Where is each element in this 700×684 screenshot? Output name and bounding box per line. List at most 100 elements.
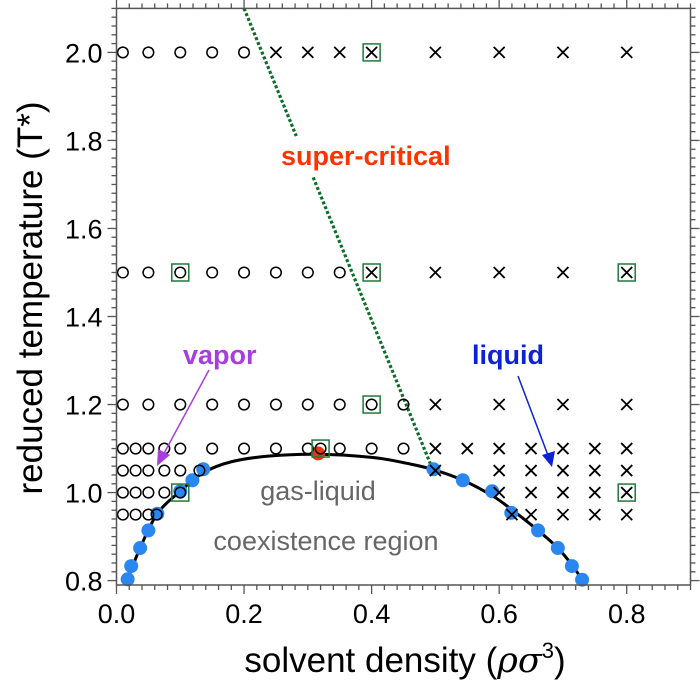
- vapor-arrowhead: [157, 449, 170, 466]
- vapor-state-point: [129, 486, 142, 499]
- x-axis-title-symbol: ρσ: [496, 641, 543, 681]
- region-label-line2: coexistence region: [213, 526, 438, 556]
- vapor-state-point: [116, 46, 129, 59]
- liquid-state-point: [365, 266, 378, 279]
- x-tick-label: 0.8: [608, 599, 646, 629]
- highlight-box: [617, 483, 636, 502]
- x-tick-label: 0.6: [480, 599, 518, 629]
- vapor-state-point: [142, 442, 155, 455]
- highlight-box: [617, 263, 636, 282]
- vapor-state-point: [174, 266, 187, 279]
- vapor-state-point: [174, 398, 187, 411]
- liquid-state-point: [365, 46, 378, 59]
- vapor-state-point: [193, 464, 206, 477]
- y-tick-label: 1.0: [65, 479, 103, 509]
- vapor-state-point: [397, 398, 410, 411]
- vapor-state-point: [365, 442, 378, 455]
- x-axis-title-close: ): [554, 641, 566, 680]
- vapor-state-point: [174, 46, 187, 59]
- liquid-state-point: [524, 508, 538, 521]
- binodal-point: [120, 572, 135, 587]
- binodal-point: [485, 484, 500, 499]
- vapor-state-point: [238, 266, 251, 279]
- vapor-state-point: [269, 266, 282, 279]
- vapor-state-point: [301, 398, 314, 411]
- x-axis-title-exponent: 3: [542, 638, 554, 663]
- liquid-state-point: [429, 266, 442, 279]
- x-tick-label: 0.4: [353, 599, 391, 629]
- y-tick-label: 1.6: [65, 214, 103, 244]
- plot-frame: [115, 7, 692, 586]
- region-label-line1: gas-liquid: [260, 476, 376, 506]
- liquid-state-point: [556, 486, 570, 499]
- liquid-state-point: [620, 46, 633, 59]
- binodal-point: [564, 559, 579, 574]
- highlight-box: [171, 263, 190, 282]
- binodal-point: [124, 559, 139, 574]
- highlight-box: [311, 439, 330, 458]
- vapor-state-point: [174, 486, 187, 499]
- vapor-state-point: [238, 398, 251, 411]
- liquid-state-point: [588, 486, 601, 499]
- vapor-state-point: [238, 442, 251, 455]
- x-tick-label: 0.2: [225, 599, 263, 629]
- vapor-state-point: [142, 266, 155, 279]
- liquid-state-point: [524, 442, 538, 455]
- vapor-state-point: [150, 508, 163, 521]
- liquid-state-point: [556, 46, 570, 59]
- liquid-state-point: [493, 486, 506, 499]
- liquid-state-point: [301, 46, 314, 59]
- vapor-state-point: [206, 266, 219, 279]
- highlight-box: [362, 263, 381, 282]
- highlight-box: [171, 483, 190, 502]
- vapor-state-point: [142, 508, 155, 521]
- annotation-vapor: vapor: [183, 340, 257, 370]
- liquid-state-point: [620, 442, 633, 455]
- widom-line-segment: [242, 7, 298, 137]
- vapor-state-point: [142, 46, 155, 59]
- vapor-state-point: [333, 266, 346, 279]
- liquid-state-point: [588, 442, 601, 455]
- y-axis-title: reduced temperature (T*): [11, 102, 50, 495]
- chart-marks: [116, 7, 636, 587]
- liquid-state-point: [461, 442, 474, 455]
- x-tick-label: 0.0: [98, 599, 136, 629]
- liquid-state-point: [269, 46, 283, 59]
- widom-line-segment: [311, 176, 432, 465]
- vapor-state-point: [333, 398, 346, 411]
- vapor-state-point: [333, 442, 346, 455]
- vapor-state-point: [142, 398, 155, 411]
- liquid-state-point: [620, 266, 633, 279]
- binodal-point: [531, 523, 546, 538]
- annotation-liquid: liquid: [472, 340, 544, 370]
- vapor-state-point: [301, 442, 314, 455]
- liquid-state-point: [556, 442, 570, 455]
- vapor-state-point: [206, 442, 219, 455]
- liquid-state-point: [493, 442, 506, 455]
- vapor-state-point: [269, 398, 282, 411]
- liquid-state-point: [588, 508, 601, 521]
- vapor-state-point: [158, 486, 171, 499]
- liquid-state-point: [556, 508, 570, 521]
- binodal-point: [455, 473, 470, 488]
- axes: 0.0 0.2 0.4 0.6 0.8 0.8 1.0 1.2 1.4 1.6 1.8 2.0: [65, 0, 700, 629]
- vapor-arrow: [161, 369, 210, 458]
- liquid-state-point: [493, 464, 506, 477]
- liquid-arrow: [517, 375, 550, 459]
- liquid-state-point: [429, 442, 442, 455]
- x-axis-title: solvent density (ρσ3): [244, 638, 565, 681]
- liquid-state-point: [556, 464, 570, 477]
- liquid-state-point: [524, 464, 538, 477]
- highlight-box: [362, 395, 381, 414]
- y-tick-label: 1.2: [65, 391, 103, 421]
- vapor-state-point: [116, 266, 129, 279]
- y-tick-label: 2.0: [65, 38, 103, 68]
- vapor-state-point: [301, 266, 314, 279]
- liquid-state-point: [620, 508, 633, 521]
- vapor-state-point: [365, 398, 378, 411]
- annotation-super-critical: super-critical: [281, 141, 451, 171]
- liquid-state-point: [620, 464, 633, 477]
- vapor-state-point: [116, 398, 129, 411]
- vapor-state-point: [206, 398, 219, 411]
